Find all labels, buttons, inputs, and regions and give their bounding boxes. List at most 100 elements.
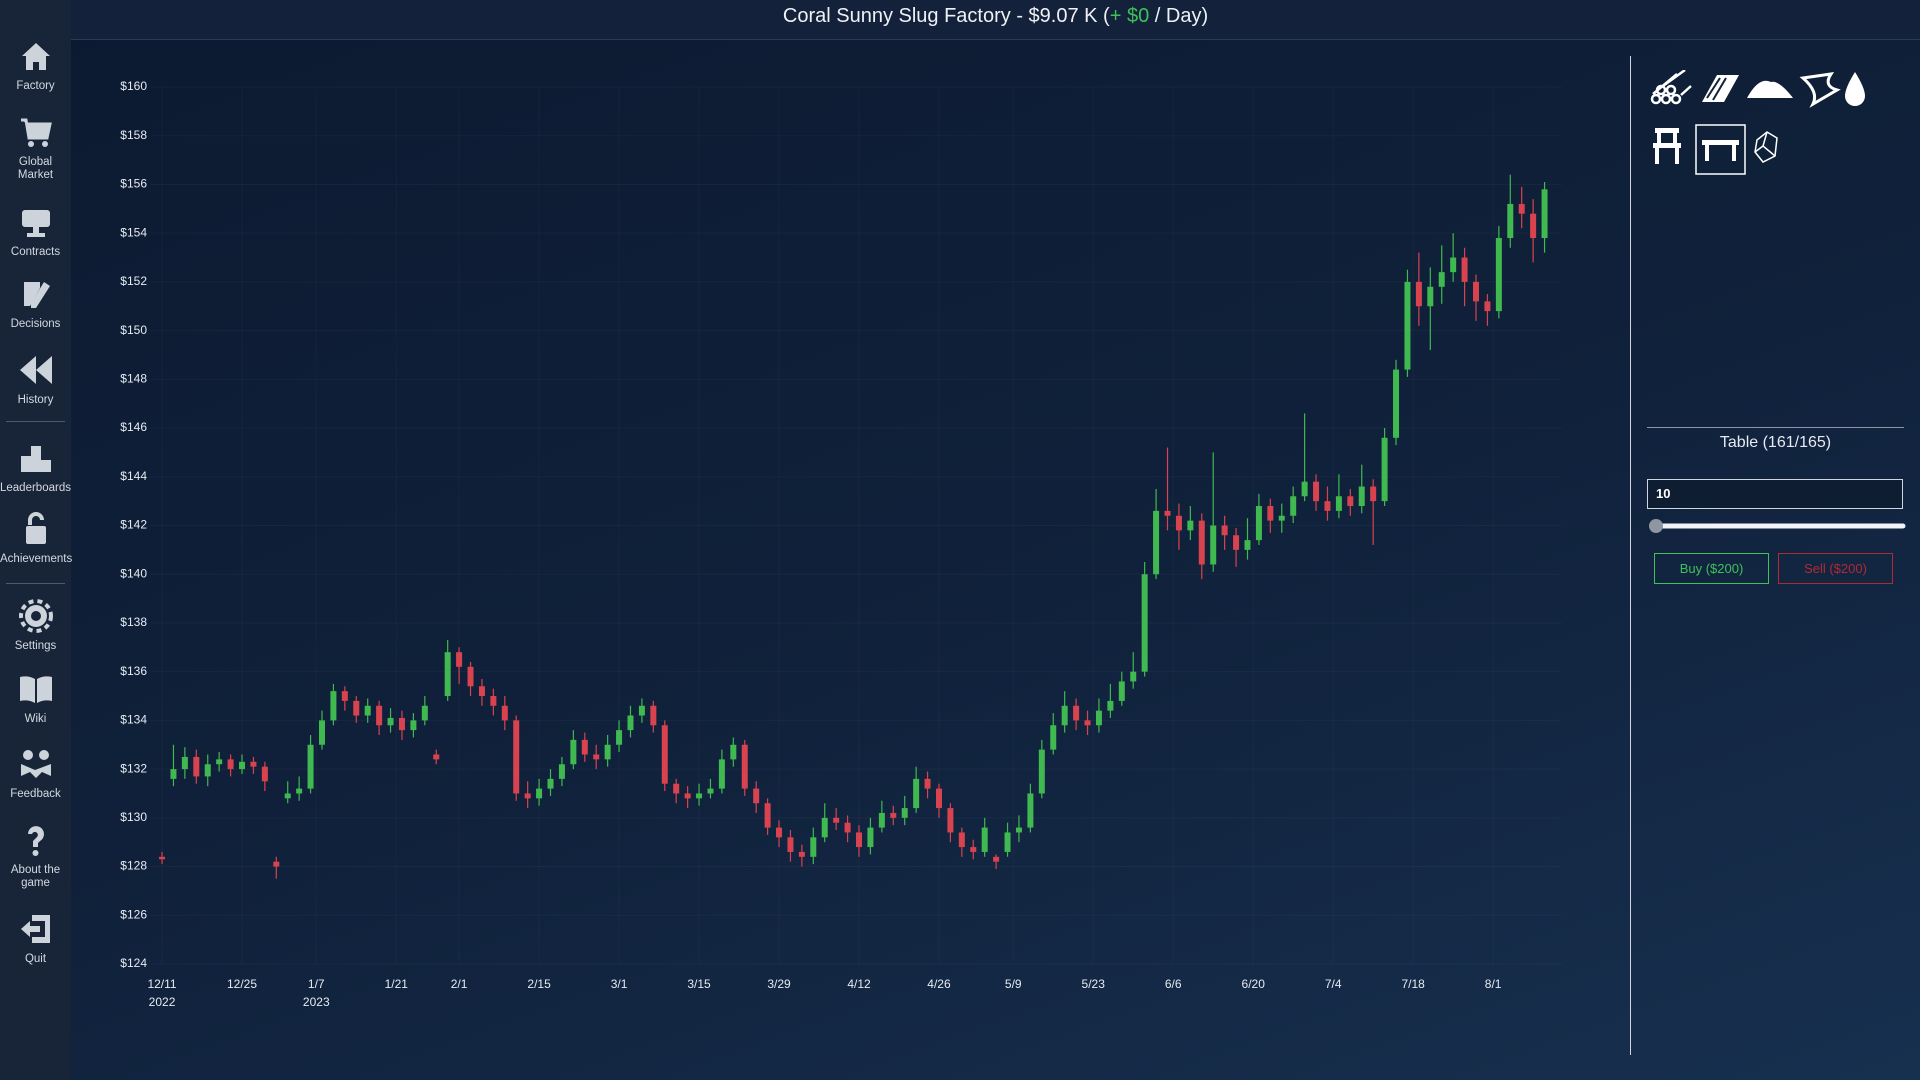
candle-body — [1358, 486, 1365, 507]
nav-item[interactable]: Feedback — [0, 746, 71, 801]
candle-body — [1541, 189, 1548, 239]
candle-body — [501, 705, 508, 721]
candle-body — [193, 756, 200, 777]
candle-body — [1290, 496, 1297, 516]
candle-body — [616, 730, 623, 745]
product-label: Table (161/165) — [1719, 434, 1832, 451]
x-tick-label: 3/29 — [767, 977, 791, 991]
quantity-input[interactable]: 10 — [1647, 479, 1903, 509]
nav-item[interactable]: Factory — [0, 38, 71, 93]
candle-body — [524, 793, 531, 799]
candle-body — [1073, 705, 1080, 721]
sand-icon[interactable] — [1747, 80, 1793, 98]
candle-body — [250, 761, 257, 767]
y-tick-label: $132 — [120, 761, 147, 775]
candle-body — [227, 759, 234, 770]
nav-item[interactable]: Contracts — [0, 204, 71, 259]
nav-item[interactable]: Leaderboards — [0, 440, 71, 495]
nav-label: Quit — [24, 953, 47, 965]
x-tick-label: 5/23 — [1082, 977, 1106, 991]
candle-body — [1438, 272, 1445, 287]
candle-body — [730, 744, 737, 760]
candle-body — [741, 744, 748, 789]
sell-button[interactable]: Sell ($200) — [1778, 553, 1893, 584]
y-tick-label: $138 — [120, 615, 147, 629]
x-tick-label: 2/15 — [527, 977, 551, 991]
candle-body — [696, 793, 703, 799]
candle-body — [798, 851, 805, 857]
chart: $124 $126 $128 $130 $132 $134 $136 $138 $140 $142… — [120, 79, 1548, 1009]
candle-body — [787, 837, 794, 852]
nav-icon — [20, 915, 50, 943]
buy-button[interactable]: Buy ($200) — [1654, 553, 1769, 584]
candle-body — [170, 769, 177, 779]
candle-body — [558, 764, 565, 779]
candle-body — [661, 725, 668, 784]
candle-body — [1084, 720, 1091, 726]
header: Coral Sunny Slug Factory - $9.07 K (+ $0… — [71, 0, 1920, 40]
nav-label: Settings — [14, 640, 57, 652]
y-tick-label: $136 — [120, 664, 147, 678]
candle-body — [1027, 793, 1034, 828]
x-tick-label: 4/26 — [927, 977, 951, 991]
nav-item[interactable]: Quit — [0, 911, 71, 966]
nav-item[interactable]: Settings — [0, 598, 71, 653]
candle-body — [764, 803, 771, 828]
candle-body — [901, 808, 908, 818]
candle-body — [604, 744, 611, 760]
logs-icon[interactable] — [1650, 70, 1692, 105]
candle-body — [753, 788, 760, 804]
candle-body — [1141, 574, 1148, 672]
candle-body — [1095, 710, 1102, 726]
nav-item[interactable]: History — [0, 352, 71, 407]
nav-item[interactable]: Decisions — [0, 276, 71, 331]
candle-body — [1004, 832, 1011, 852]
candle-body — [284, 793, 291, 799]
nav-item[interactable]: About the game — [0, 822, 71, 890]
candle-body — [593, 754, 600, 760]
chair-icon[interactable] — [1653, 128, 1681, 164]
quantity-slider[interactable] — [1647, 517, 1907, 535]
y-tick-label: $140 — [120, 566, 147, 580]
nav-item[interactable]: Achievements — [0, 511, 72, 566]
candle-body — [1461, 257, 1468, 282]
gem-icon[interactable] — [1754, 131, 1778, 163]
candle-body — [935, 788, 942, 809]
x-tick-label: 3/15 — [687, 977, 711, 991]
candle-body — [867, 827, 874, 848]
candle-body — [673, 783, 680, 794]
title-prefix: Coral Sunny Slug Factory - $9.07 K ( — [782, 5, 1110, 27]
candle-body — [1484, 301, 1491, 312]
candle-body — [490, 696, 497, 706]
x-tick-label: 6/20 — [1242, 977, 1266, 991]
x-tick-year: 2022 — [149, 995, 176, 1009]
candle-body — [536, 788, 543, 799]
panel-rule — [1647, 427, 1904, 428]
candle-body — [330, 691, 337, 721]
nav-item[interactable]: Wiki — [0, 671, 71, 726]
nav-icon — [21, 210, 50, 237]
nav-icon — [20, 446, 51, 472]
candle-body — [1518, 203, 1525, 214]
income: + $0 — [1109, 5, 1150, 27]
candle-body — [684, 793, 691, 799]
x-tick-label: 5/9 — [1005, 977, 1022, 991]
candle-body — [1324, 501, 1331, 511]
nav-item[interactable]: Global Market — [0, 114, 71, 182]
candle-body — [1450, 257, 1457, 273]
slider-knob[interactable] — [1649, 519, 1663, 533]
paper-icon[interactable] — [1799, 72, 1841, 108]
candle-body — [1370, 486, 1377, 502]
water-icon[interactable] — [1845, 72, 1865, 106]
x-tick-label: 1/7 — [308, 977, 325, 991]
table-icon[interactable] — [1695, 124, 1746, 175]
nav-label: Factory — [16, 80, 55, 92]
y-tick-label: $130 — [120, 810, 147, 824]
candle-body — [273, 861, 280, 867]
candle-body — [981, 827, 988, 852]
planks-icon[interactable] — [1702, 75, 1739, 102]
candle-body — [844, 822, 851, 833]
y-tick-label: $134 — [120, 713, 147, 727]
candle-body — [1301, 481, 1308, 497]
candle-body — [421, 705, 428, 721]
